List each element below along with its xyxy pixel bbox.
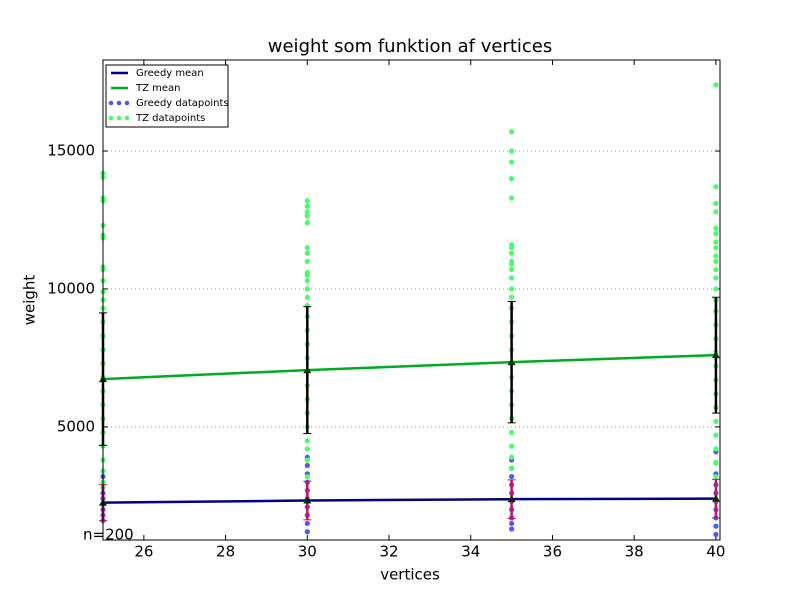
data-point <box>713 418 719 424</box>
data-point <box>304 473 310 480</box>
data-point <box>713 267 719 273</box>
data-point <box>509 454 515 460</box>
data-point <box>304 278 310 284</box>
legend-label: TZ mean <box>135 83 181 94</box>
data-point <box>304 438 310 444</box>
data-point <box>304 209 310 215</box>
data-point <box>509 465 515 471</box>
data-point <box>509 275 515 281</box>
data-point <box>713 275 719 281</box>
data-point <box>304 446 310 452</box>
data-point <box>713 473 719 480</box>
mean-marker <box>507 358 516 366</box>
x-tick-label: 36 <box>543 543 562 561</box>
mean-marker <box>303 366 312 374</box>
data-point <box>509 294 515 300</box>
legend-dot <box>124 115 130 121</box>
data-point <box>304 294 310 300</box>
y-tick-label: 15000 <box>47 142 95 160</box>
data-point <box>509 195 515 201</box>
x-tick-label: 28 <box>216 543 235 561</box>
data-point <box>509 159 515 165</box>
data-point <box>509 244 515 251</box>
data-point <box>509 286 515 292</box>
data-point <box>713 258 719 264</box>
plot: 5000 10000 15000 26 28 30 32 34 36 38 40 n=200 Greed… <box>47 59 725 561</box>
data-point <box>713 446 719 452</box>
legend-dot <box>108 100 114 106</box>
data-point <box>304 457 310 463</box>
x-tick-label: 32 <box>379 543 398 561</box>
data-point <box>713 432 719 438</box>
data-point <box>713 231 719 237</box>
data-point <box>713 184 719 190</box>
data-point <box>304 286 310 292</box>
mean-line <box>102 497 716 504</box>
data-point <box>713 460 719 466</box>
data-point <box>304 213 310 219</box>
legend-label: TZ datapoints <box>135 113 205 124</box>
data-point <box>713 209 719 215</box>
data-point <box>304 520 310 527</box>
data-point <box>509 443 515 449</box>
x-tick-label: 30 <box>298 543 317 561</box>
y-tick-label: 5000 <box>57 417 95 435</box>
x-tick-label: 40 <box>706 543 725 561</box>
x-tick-label: 38 <box>625 543 644 561</box>
y-tick-label: 10000 <box>47 279 95 297</box>
data-point <box>713 523 719 529</box>
data-point <box>304 198 310 204</box>
data-point <box>509 267 515 273</box>
y-axis-label: weight <box>21 275 39 326</box>
mean-marker <box>507 495 516 503</box>
data-point <box>509 250 515 256</box>
data-point <box>304 250 310 256</box>
data-point <box>509 176 515 182</box>
legend-dot <box>116 115 122 121</box>
mean-marker <box>711 351 720 359</box>
data-point <box>509 473 515 480</box>
data-point <box>509 520 515 527</box>
legend-dot <box>108 115 114 121</box>
data-point <box>304 220 310 226</box>
mean-marker <box>711 494 720 502</box>
x-tick-label: 34 <box>461 543 480 561</box>
data-point <box>713 225 719 231</box>
data-point <box>509 429 515 436</box>
x-tick-label: 26 <box>134 543 153 561</box>
data-point <box>713 244 719 251</box>
data-point <box>713 200 719 207</box>
data-point <box>713 253 719 259</box>
data-point <box>304 244 310 251</box>
annotation: n=200 <box>83 526 134 544</box>
legend-label: Greedy datapoints <box>136 98 229 109</box>
data-point <box>509 526 515 532</box>
data-point <box>509 261 515 267</box>
data-point <box>509 129 515 135</box>
legend-dot <box>124 100 130 106</box>
data-point <box>304 203 310 209</box>
legend-dot <box>116 100 122 106</box>
chart-title: weight som funktion af vertices <box>268 36 552 57</box>
data-point <box>713 531 719 538</box>
mean-line <box>102 353 716 381</box>
data-point <box>713 239 719 245</box>
data-point <box>713 286 719 292</box>
data-point <box>713 82 719 88</box>
data-point <box>304 529 310 535</box>
data-point <box>304 462 310 469</box>
legend-label: Greedy mean <box>136 68 204 79</box>
data-point <box>304 258 310 264</box>
data-point <box>509 148 515 154</box>
data-point <box>304 272 310 278</box>
plot-frame <box>102 59 721 541</box>
x-axis-label: vertices <box>380 566 440 584</box>
mean-marker <box>303 496 312 504</box>
